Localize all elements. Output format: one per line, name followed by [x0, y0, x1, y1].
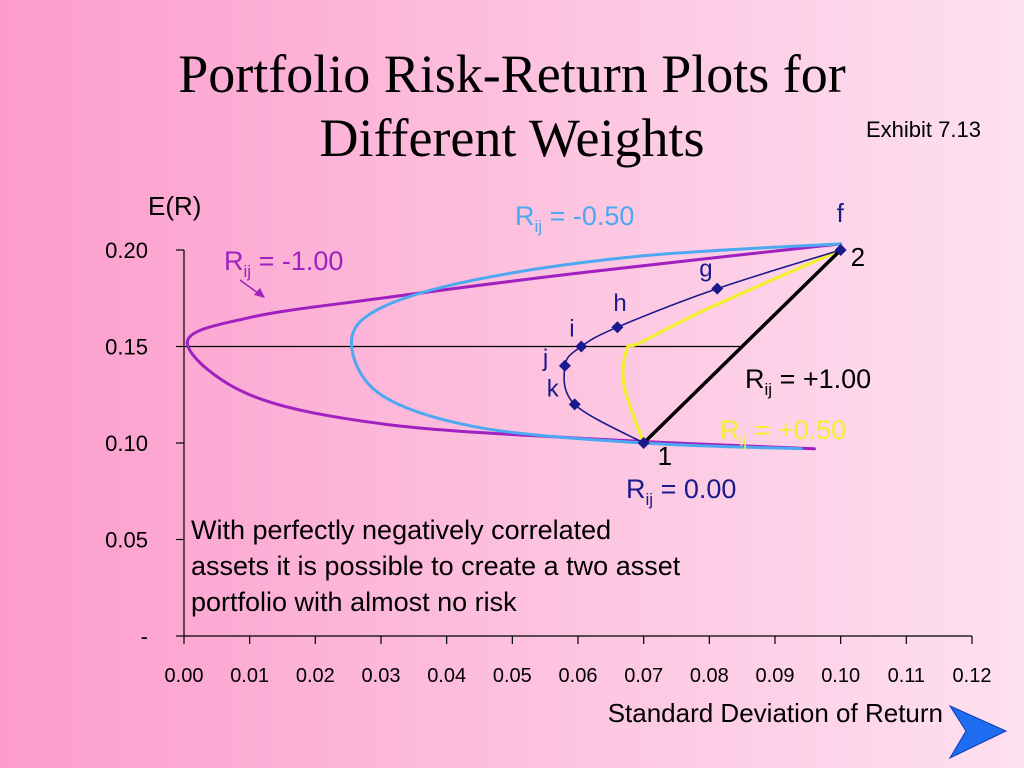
- x-tick-label: 0.12: [953, 665, 992, 687]
- callout-text: With perfectly negatively correlated ass…: [191, 512, 831, 620]
- x-tick-label: 0.03: [362, 665, 401, 687]
- series-label-plusminus-050: Rij = +0.50: [720, 415, 846, 450]
- point-label-1: 1: [658, 441, 672, 471]
- portfolio-point-marker: [558, 359, 571, 372]
- x-axis-label: Standard Deviation of Return: [608, 698, 943, 728]
- series-line-minus-050: [349, 242, 843, 451]
- x-tick-label: 0.02: [296, 665, 335, 687]
- point-label-f: f: [837, 198, 845, 228]
- exhibit-label: Exhibit 7.13: [866, 117, 981, 142]
- x-tick-label: 0.08: [690, 665, 729, 687]
- x-tick-label: 0.07: [624, 665, 663, 687]
- axes: - 0.05 0.10 0.15 0.20 0.00 0.01 0.02 0.03 0.04 0.0…: [105, 191, 991, 728]
- portfolio-point-marker: [711, 282, 724, 295]
- point-label-i: i: [569, 316, 574, 343]
- series-line-plusminus-100: [641, 248, 843, 445]
- portfolio-point-marker: [568, 398, 581, 411]
- series-label-000: Rij = 0.00: [626, 474, 736, 509]
- series-layer: [185, 242, 843, 451]
- point-label-j: j: [542, 345, 548, 372]
- callout-line-3: portfolio with almost no risk: [191, 587, 517, 617]
- portfolio-point-marker: [611, 321, 624, 334]
- series-label-minus-100: Rij = -1.00: [224, 246, 343, 281]
- point-label-k: k: [547, 375, 560, 402]
- label-arrow-head: [254, 288, 265, 298]
- y-tick-label: -: [141, 624, 148, 649]
- x-tick-label: 0.00: [165, 665, 204, 687]
- title-line-2: Different Weights: [319, 108, 705, 168]
- x-tick-label: 0.05: [493, 665, 532, 687]
- series-label-plusminus-100: Rij = +1.00: [745, 364, 871, 399]
- portfolio-point-marker: [834, 244, 847, 256]
- y-tick-label: 0.15: [105, 335, 148, 360]
- y-tick-label: 0.20: [105, 238, 148, 263]
- series-line-plusminus-050: [621, 248, 843, 445]
- series-label-minus-050: Rij = -0.50: [515, 201, 634, 236]
- next-slide-arrow-icon[interactable]: [944, 700, 1010, 762]
- callout-line-2: assets it is possible to create a two as…: [191, 551, 681, 581]
- y-tick-label: 0.05: [105, 528, 148, 553]
- chart-labels: Rij = -1.00 Rij = -0.50 Rij = +0.50 Rij = +…: [224, 201, 871, 509]
- y-tick-label: 0.10: [105, 431, 148, 456]
- x-tick-label: 0.09: [756, 665, 795, 687]
- portfolio-point-marker: [575, 340, 588, 353]
- x-tick-label: 0.11: [888, 665, 925, 687]
- x-tick-label: 0.04: [427, 665, 466, 687]
- point-label-2: 2: [851, 242, 865, 272]
- callout-line-1: With perfectly negatively correlated: [191, 515, 612, 545]
- portfolio-point-marker: [637, 437, 650, 449]
- x-tick-label: 0.06: [559, 665, 598, 687]
- point-label-h: h: [613, 290, 626, 317]
- y-axis-label: E(R): [148, 191, 201, 221]
- portfolio-points: 1 kji h g f2: [542, 198, 865, 471]
- title-line-1: Portfolio Risk-Return Plots for: [178, 44, 846, 104]
- x-tick-label: 0.10: [821, 665, 860, 687]
- point-label-g: g: [699, 256, 712, 283]
- x-tick-label: 0.01: [230, 665, 269, 687]
- slide-title: Portfolio Risk-Return Plots for Differen…: [0, 42, 1024, 170]
